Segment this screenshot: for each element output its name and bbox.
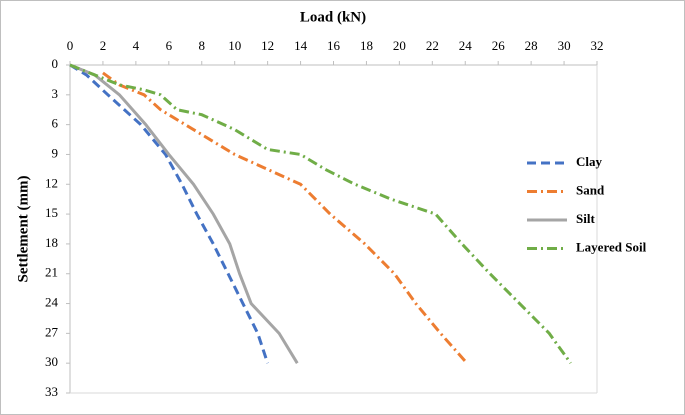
y-tick-label: 3 <box>52 86 59 101</box>
x-tick-label: 12 <box>261 38 274 53</box>
y-tick-label: 30 <box>45 354 58 369</box>
x-tick-label: 26 <box>492 38 506 53</box>
x-tick-label: 4 <box>133 38 140 53</box>
y-tick-label: 33 <box>45 384 58 399</box>
y-tick-label: 6 <box>52 116 59 131</box>
legend-label: Sand <box>576 182 605 197</box>
x-tick-label: 20 <box>393 38 406 53</box>
x-tick-label: 14 <box>294 38 308 53</box>
data-line <box>69 63 299 364</box>
x-tick-label: 10 <box>228 38 241 53</box>
y-tick-label: 9 <box>52 145 59 160</box>
y-axis-title: Settlement (mm) <box>15 175 31 282</box>
y-tick-label: 12 <box>45 175 58 190</box>
x-tick-label: 18 <box>360 38 373 53</box>
x-axis-title: Load (kN) <box>300 9 366 25</box>
x-tick-label: 8 <box>199 38 206 53</box>
x-tick-label: 0 <box>67 38 74 53</box>
data-line <box>102 71 469 365</box>
legend-label: Layered Soil <box>576 239 647 254</box>
legend-label: Silt <box>576 211 595 226</box>
y-tick-label: 0 <box>52 56 59 71</box>
x-tick-label: 16 <box>327 38 341 53</box>
data-line <box>69 63 270 364</box>
y-tick-label: 24 <box>45 295 59 310</box>
y-tick-label: 27 <box>45 324 59 339</box>
legend-label: Clay <box>576 154 603 169</box>
x-tick-label: 28 <box>525 38 538 53</box>
y-tick-label: 21 <box>45 265 58 280</box>
x-tick-label: 24 <box>459 38 473 53</box>
x-tick-label: 22 <box>426 38 439 53</box>
y-tick-label: 15 <box>45 205 58 220</box>
y-tick-label: 18 <box>45 235 58 250</box>
x-tick-label: 30 <box>558 38 571 53</box>
x-tick-label: 2 <box>100 38 107 53</box>
x-tick-label: 6 <box>166 38 173 53</box>
x-tick-label: 32 <box>591 38 604 53</box>
